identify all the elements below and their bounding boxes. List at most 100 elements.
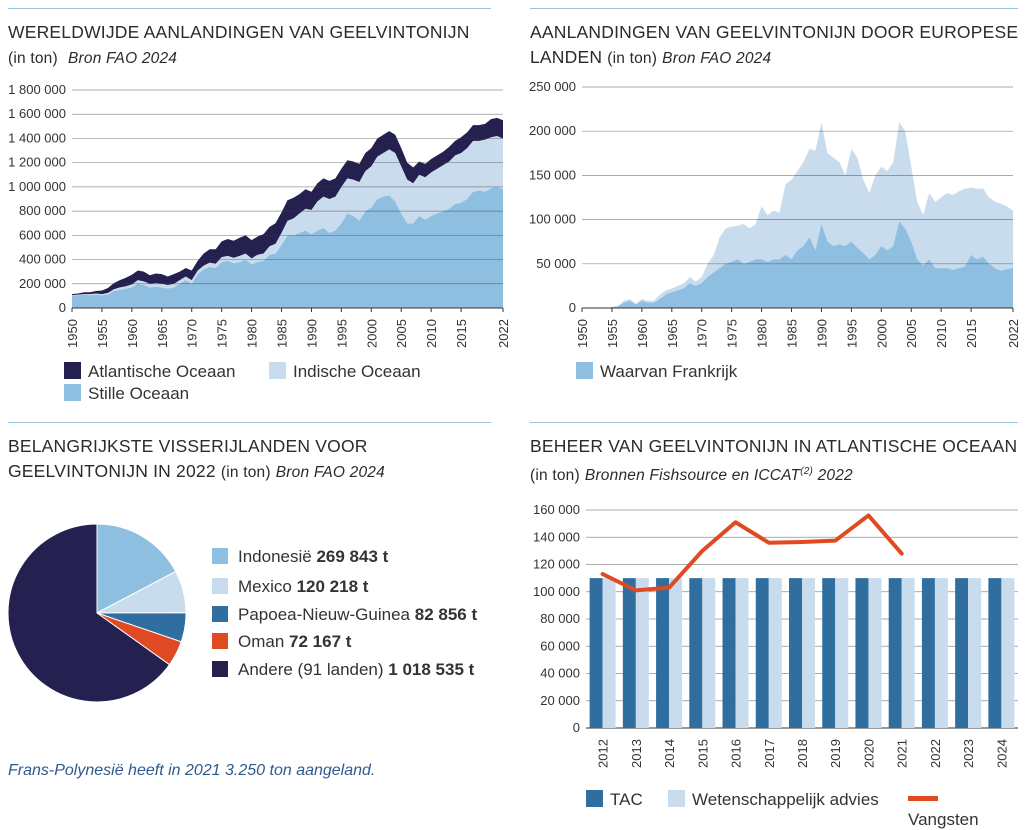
panel4-source-prefix: Bronnen Fishsource en ICCAT: [584, 467, 801, 485]
legend-catches: Vangsten: [908, 790, 1016, 830]
x-tick-label: 1960: [125, 319, 140, 348]
panel3-source: Bron FAO 2024: [275, 464, 385, 481]
panel2-legend: Waarvan Frankrijk: [576, 362, 737, 382]
bar-advice: [669, 578, 683, 728]
y-tick-label: 20 000: [540, 693, 580, 708]
panel3-unit: (in ton): [220, 464, 271, 481]
x-tick-label: 1955: [95, 319, 110, 348]
legend-indian: Indische Oceaan: [269, 362, 421, 382]
x-tick-label: 1960: [635, 319, 650, 348]
y-tick-label: 200 000: [529, 123, 576, 138]
world-landings-chart: 0 200 000 400 000 600 000 800 000 1 000 000 1 …: [8, 82, 510, 348]
bar-tac: [722, 578, 736, 728]
y-tick-label: 140 000: [533, 529, 580, 544]
panel3-title-line2: GEELVINTONIJN IN 2022: [8, 461, 216, 481]
legend-pacific-label: Stille Oceaan: [88, 384, 190, 403]
x-tick-label: 1985: [785, 319, 800, 348]
bar-tac: [789, 578, 802, 728]
x-tick-label: 2015: [454, 319, 469, 348]
x-tick-label: 1970: [695, 319, 710, 348]
y-tick-label: 800 000: [19, 203, 66, 218]
bar-advice: [901, 578, 915, 728]
pie-legend-mexico-value: 120 218 t: [296, 577, 369, 596]
bar-advice: [835, 578, 849, 728]
legend-advice-swatch: [668, 790, 685, 807]
y-tick-label: 600 000: [19, 227, 66, 242]
europe-landings-chart: 0 50 000 100 000 150 000 200 000 250 000 1950 1…: [529, 80, 1021, 348]
y-tick-label: 80 000: [540, 611, 580, 626]
x-tick-label: 1950: [65, 319, 80, 348]
panel2-title-line1: AANLANDINGEN VAN GEELVINTONIJN DOOR EURO…: [530, 22, 1019, 42]
x-tick-label: 2022: [928, 739, 943, 768]
pie-legend-indonesia-swatch: [212, 548, 228, 564]
legend-atlantic-label: Atlantische Oceaan: [88, 362, 236, 381]
legend-tac-label: TAC: [610, 790, 643, 809]
bar-advice: [1001, 578, 1015, 728]
bar-tac: [855, 578, 869, 728]
area-indische-oceaan: [72, 136, 503, 296]
pie-slice-andere-91-landen-: [7, 523, 171, 703]
bar-tac: [689, 578, 703, 728]
pie-legend-oman-swatch: [212, 633, 228, 649]
y-tick-label: 1 000 000: [8, 179, 66, 194]
x-tick-label: 2023: [961, 739, 976, 768]
pie-legend-png: Papoea-Nieuw-Guinea 82 856 t: [212, 605, 477, 625]
pie-legend-png-swatch: [212, 606, 228, 622]
y-tick-label: 200 000: [19, 276, 66, 291]
bar-tac: [988, 578, 1002, 728]
legend-tac-swatch: [586, 790, 603, 807]
x-tick-label: 1965: [665, 319, 680, 348]
legend-pacific: Stille Oceaan: [64, 384, 189, 404]
y-tick-label: 150 000: [529, 167, 576, 182]
panel4-top-rule: [530, 422, 1018, 423]
legend-tac: TAC: [586, 790, 643, 810]
top-countries-pie: [7, 523, 187, 703]
x-tick-label: 1975: [215, 319, 230, 348]
pie-legend-other-swatch: [212, 661, 228, 677]
bar-advice: [768, 578, 782, 728]
y-tick-label: 1 800 000: [8, 82, 66, 97]
pie-legend-mexico: Mexico 120 218 t: [212, 577, 368, 597]
x-tick-label: 1980: [755, 319, 770, 348]
bar-advice: [868, 578, 882, 728]
legend-catches-label: Vangsten: [908, 810, 979, 829]
legend-france-label: Waarvan Frankrijk: [600, 362, 738, 381]
bar-tac: [921, 578, 935, 728]
bar-advice: [968, 578, 982, 728]
pie-legend-mexico-swatch: [212, 578, 228, 594]
x-tick-label: 2005: [904, 319, 919, 348]
panel1-top-rule: [8, 8, 491, 9]
x-tick-label: 2005: [394, 319, 409, 348]
x-tick-label: 2000: [874, 319, 889, 348]
bar-advice: [802, 578, 815, 728]
x-tick-label: 2024: [994, 739, 1009, 768]
y-tick-label: 0: [569, 300, 576, 315]
panel4-source-sup: (2): [800, 466, 814, 477]
x-tick-label: 1985: [275, 319, 290, 348]
bar-advice: [735, 578, 749, 728]
bar-tac: [755, 578, 769, 728]
x-tick-label: 1975: [725, 319, 740, 348]
x-tick-label: 2022: [496, 319, 510, 348]
area-stille-oceaan: [72, 186, 503, 308]
x-tick-label: 2021: [895, 739, 910, 768]
x-tick-label: 2020: [861, 739, 876, 768]
x-tick-label: 2013: [629, 739, 644, 768]
x-tick-label: 2012: [596, 739, 611, 768]
panel2-unit: (in ton): [607, 50, 658, 67]
y-tick-label: 100 000: [529, 212, 576, 227]
x-tick-label: 1990: [304, 319, 319, 348]
bar-tac: [955, 578, 969, 728]
x-tick-label: 1955: [605, 319, 620, 348]
panel4-unit: (in ton): [530, 467, 580, 485]
legend-atlantic: Atlantische Oceaan: [64, 362, 235, 382]
legend-catches-swatch: [908, 796, 938, 801]
y-tick-label: 40 000: [540, 666, 580, 681]
panel3-title-block: BELANGRIJKSTE VISSERIJLANDEN VOOR GEELVI…: [8, 434, 385, 485]
y-tick-label: 250 000: [529, 80, 576, 94]
bar-tac: [589, 578, 603, 728]
pie-legend-other-value: 1 018 535 t: [388, 660, 475, 679]
panel4-source-suffix: 2022: [813, 467, 853, 485]
x-tick-label: 1950: [575, 319, 590, 348]
pie-legend-oman-label: Oman: [238, 632, 285, 651]
